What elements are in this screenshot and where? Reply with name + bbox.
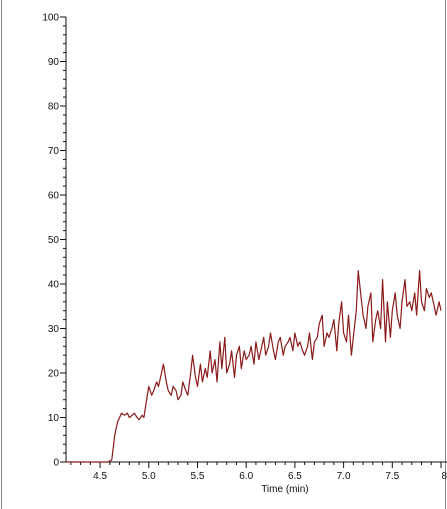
y-tick-label: 0 [53,458,59,469]
y-tick-label: 10 [48,413,60,424]
y-tick-label: 30 [48,324,60,335]
y-tick-label: 50 [48,235,60,246]
x-tick-label: 6.5 [288,471,302,482]
plot-area [66,270,442,463]
x-tick-label: 5.5 [191,471,205,482]
x-tick-label: 4.5 [93,471,107,482]
x-tick-label: 7.0 [337,471,351,482]
y-tick-label: 80 [48,102,60,113]
y-tick-label: 60 [48,191,60,202]
y-axis: 0 10 20 30 40 50 60 70 80 90 100 [42,13,67,469]
x-tick-label: 7.5 [385,471,399,482]
x-axis-label: Time (min) [261,484,308,495]
y-tick-label: 40 [48,280,60,291]
x-tick-label: 6.0 [239,471,253,482]
y-tick-label: 20 [48,369,60,380]
y-tick-label: 70 [48,146,60,157]
y-tick-label: 90 [48,57,60,68]
x-axis: 4.5 5.0 5.5 6.0 6.5 7.0 7.5 8 [66,461,447,482]
x-tick-label: 5.0 [142,471,156,482]
x-tick-label: 8 [441,471,447,482]
series-line-1 [66,270,442,463]
y-tick-label: 100 [42,13,59,24]
